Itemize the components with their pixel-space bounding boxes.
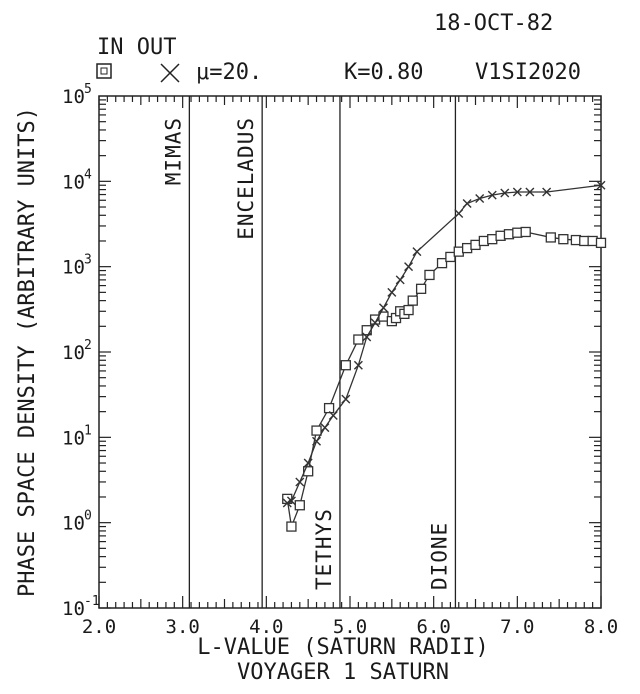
moon-label: MIMAS xyxy=(161,117,185,185)
data-point-in xyxy=(512,227,523,238)
y-tick-exponent: 2 xyxy=(84,338,92,353)
legend-title: IN OUT xyxy=(97,35,176,60)
out-legend-marker xyxy=(160,63,180,83)
data-point-in xyxy=(570,234,582,246)
data-point-out xyxy=(404,262,414,272)
data-point-in xyxy=(545,232,556,243)
x-tick-label: 8.0 xyxy=(584,616,618,638)
moon-label: DIONE xyxy=(427,522,451,590)
data-point-in xyxy=(595,237,607,249)
y-tick-exponent: -1 xyxy=(84,594,100,609)
x-tick-label: 2.0 xyxy=(82,616,116,638)
data-point-out xyxy=(328,411,338,421)
data-point-in xyxy=(558,234,569,245)
data-point-in xyxy=(311,425,322,436)
data-point-in xyxy=(487,234,498,245)
data-point-out xyxy=(286,496,296,506)
y-tick-label: 10 xyxy=(62,513,85,535)
y-tick-label: 10 xyxy=(62,342,85,364)
data-point-out xyxy=(378,303,388,313)
moons-layer: MIMAS ENCELADUS TETHYS DIONE xyxy=(161,96,457,608)
data-point-out xyxy=(303,458,313,468)
y-tick-exponent: 4 xyxy=(84,167,92,182)
x-tick-labels: 2.0 3.0 4.0 5.0 6.0 7.0 8.0 xyxy=(82,616,618,638)
y-axis-label: PHASE SPACE DENSITY (ARBITRARY UNITS) xyxy=(15,107,40,597)
data-point-out xyxy=(454,208,464,218)
y-tick-exponent: 0 xyxy=(84,509,92,524)
data-point-out xyxy=(387,287,397,297)
data-point-in xyxy=(353,334,364,345)
data-point-in xyxy=(461,242,473,254)
data-point-out xyxy=(525,187,535,197)
y-tick-exponent: 1 xyxy=(84,423,92,438)
series-layer xyxy=(282,180,607,532)
data-point-in xyxy=(303,466,314,477)
data-point-out xyxy=(542,187,552,197)
data-point-out xyxy=(500,188,510,198)
in-legend-marker xyxy=(96,63,112,79)
y-tick-exponent: 5 xyxy=(84,82,92,97)
chart-title: VOYAGER 1 SATURN xyxy=(237,660,449,685)
data-point-in xyxy=(478,235,490,247)
moon-label: ENCELADUS xyxy=(234,117,258,240)
data-point-in xyxy=(424,269,435,281)
x-axis-label: L-VALUE (SATURN RADII) xyxy=(197,635,488,660)
data-point-in xyxy=(436,257,448,269)
data-point-out xyxy=(512,187,522,197)
data-point-out xyxy=(362,332,372,342)
data-point-in xyxy=(340,360,351,371)
data-point-in xyxy=(587,235,598,247)
y-tick-label: 10 xyxy=(62,171,85,193)
x-tick-label: 6.0 xyxy=(417,616,451,638)
data-point-in xyxy=(323,402,335,414)
ticks-layer xyxy=(98,96,602,609)
data-point-out xyxy=(341,394,351,404)
data-point-in xyxy=(415,283,427,294)
data-point-out xyxy=(370,318,380,328)
date-label: 18-OCT-82 xyxy=(434,11,553,36)
y-tick-label: 10 xyxy=(62,598,85,620)
x-tick-label: 3.0 xyxy=(166,616,200,638)
data-point-out xyxy=(462,198,472,208)
data-point-in xyxy=(403,304,414,316)
data-point-out xyxy=(596,180,606,190)
x-tick-label: 4.0 xyxy=(249,616,283,638)
y-tick-exponent: 3 xyxy=(84,253,92,268)
data-point-in xyxy=(445,251,456,263)
moon-label: TETHYS xyxy=(312,508,336,590)
y-tick-label: 10 xyxy=(62,427,85,449)
data-point-out xyxy=(353,360,363,370)
data-point-out xyxy=(320,423,330,433)
data-point-out xyxy=(487,190,497,200)
data-point-out xyxy=(312,436,322,446)
y-tick-label: 10 xyxy=(62,257,85,279)
data-point-out xyxy=(395,275,405,285)
code-label: V1SI2020 xyxy=(475,60,581,85)
data-point-in xyxy=(503,229,515,240)
series-line-in xyxy=(286,231,602,530)
x-tick-label: 7.0 xyxy=(500,616,534,638)
data-point-in xyxy=(520,226,531,238)
data-point-out xyxy=(295,477,305,487)
y-tick-label: 10 xyxy=(62,86,85,108)
data-point-out xyxy=(475,193,485,203)
data-point-in xyxy=(407,295,418,306)
data-point-in xyxy=(286,521,297,532)
data-point-in xyxy=(294,500,305,511)
data-point-in xyxy=(495,230,506,241)
x-tick-label: 5.0 xyxy=(333,616,367,638)
k-value-label: K=0.80 xyxy=(344,60,423,85)
data-point-in xyxy=(453,246,464,257)
data-point-in xyxy=(470,239,481,251)
data-point-out xyxy=(412,247,422,257)
mu-label: μ=20. xyxy=(196,60,262,85)
data-point-in xyxy=(579,235,590,247)
